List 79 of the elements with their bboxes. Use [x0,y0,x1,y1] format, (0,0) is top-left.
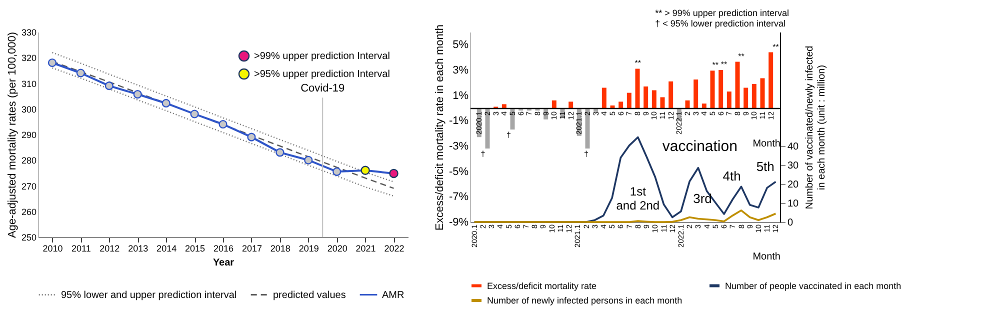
annotation: vaccination [662,138,738,155]
data-label: ** [634,58,642,68]
x-tick-label: 2017 [242,244,262,254]
x-axis-title: Year [212,258,234,268]
y-tick-label: 330 [21,28,36,38]
y2-tick-label: 10 [788,198,800,210]
y-tick-label: 290 [21,130,36,140]
point [218,120,228,129]
y-tick-label: 270 [21,181,36,192]
y-tick-label: 1% [452,90,469,102]
ref-line-label: Covid-19 [300,82,345,95]
point [104,82,114,90]
legend-label: Number of people vaccinated in each month [725,280,902,291]
x-tick-label: 2013 [128,244,148,254]
y2-tick-label: 40 [788,142,800,152]
annotation: 3rd [693,191,712,206]
y-tick-label: -7% [448,191,469,204]
data-label: † [480,150,486,159]
legend-label: predicted values [273,290,346,301]
point [276,148,284,157]
point [332,167,342,176]
y-tick-label: -3% [448,140,469,152]
point [162,98,170,108]
x-tick-label: 2010 [42,244,63,254]
y-tick-label: 280 [21,156,36,166]
y2-tick-label: 30 [788,160,800,172]
y2-axis-title: Number of vaccinated/newly infected in each month (unit : million) [804,46,828,210]
y-tick-label: 260 [21,206,36,217]
legend-label: >95% upper prediction Interval [254,69,390,80]
point [304,156,313,164]
data-label: ** [720,60,728,69]
data-label: ** [712,60,719,70]
x-tick-label: 2016 [213,244,234,254]
y2-tick-label: 20 [788,180,800,190]
annotation: 5th [756,158,774,174]
y-tick-label: -9% [448,216,469,228]
legend-label: 95% lower and upper prediction interval [61,290,237,301]
x-tick-label: 2021 [356,244,376,254]
legend-label: Number of newly infected persons in each month [487,296,682,306]
y-axis-title: Excess/deficit mortality rate in each month [434,24,446,231]
x-tick-label: 2012 [100,244,120,254]
x-tick-label: 2022 [384,244,404,254]
point [76,68,85,78]
y-axis-title: Age-adjusted mortality rates (per 100,000) [6,32,18,238]
data-label: ** [738,52,744,61]
x-tick-label: 2011 [72,244,91,254]
y-tick-label: 5% [452,39,469,52]
x-tick-label: 2019 [298,244,319,254]
y2-tick-label: 0 [788,218,794,228]
x-tick-label: 2018 [270,244,290,254]
y-tick-label: -1% [448,115,469,128]
data-label: † [584,150,588,159]
y-tick-label: 250 [21,232,36,242]
text: † < 95% lower prediction interval [655,18,786,28]
text: Month [752,251,780,262]
legend-label: >99% upper prediction Interval [254,51,390,62]
point [389,168,398,178]
point [247,132,256,142]
annotation: 1st and 2nd [616,184,660,213]
x-tick-label: 2020 [327,244,348,254]
y-tick-label: 320 [21,53,36,64]
legend-label: Excess/deficit mortality rate [487,280,597,291]
y-tick-label: -5% [448,166,469,178]
point [190,110,199,118]
legend-label: AMR [382,290,404,301]
data-label: † [506,130,511,140]
y-tick-label: 300 [21,104,36,114]
point [133,90,142,99]
x-tick-label: 2014 [156,244,177,254]
x-axis-title: Month [752,138,780,150]
annotation: 4th [722,168,741,184]
y-tick-label: 3% [452,64,469,76]
point [360,166,370,175]
text: ** > 99% upper prediction interval [655,8,789,18]
data-label: ** [772,42,779,52]
y-tick-label: 310 [21,78,36,89]
x-tick-label: 2015 [185,244,206,254]
point [48,58,57,68]
line-series [473,210,777,223]
